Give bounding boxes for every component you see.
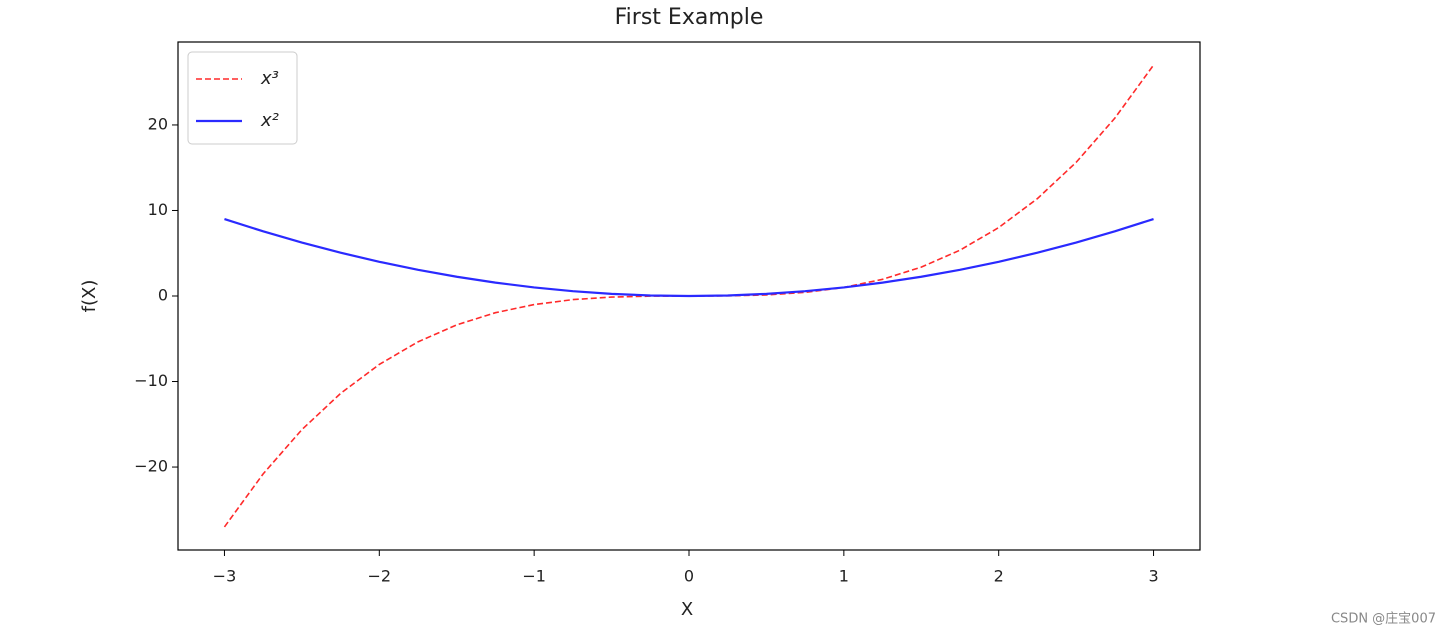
x-tick-label: 3 [1148, 567, 1158, 586]
y-tick-label: 10 [148, 200, 168, 219]
y-tick-label: −10 [134, 371, 168, 390]
y-axis-label: f(X) [79, 280, 100, 313]
watermark: CSDN @庄宝007 [1331, 611, 1436, 627]
y-tick-label: −20 [134, 457, 168, 476]
x-axis-label: X [681, 599, 693, 620]
chart-title: First Example [615, 5, 764, 30]
x-tick-label: −3 [213, 567, 237, 586]
series-line [223, 64, 1155, 528]
y-tick-label: 0 [158, 286, 168, 305]
x-tick-label: −2 [368, 567, 392, 586]
series-line [224, 217, 1154, 298]
x-tick-label: −1 [522, 567, 546, 586]
legend-label: x³ [260, 68, 279, 89]
x-tick-label: 2 [994, 567, 1004, 586]
legend-box [187, 51, 298, 145]
y-tick-label: 20 [148, 114, 168, 133]
legend-label: x² [260, 110, 279, 131]
x-tick-label: 1 [839, 567, 849, 586]
x-tick-label: 0 [684, 567, 694, 586]
plot-frame [177, 41, 1201, 551]
